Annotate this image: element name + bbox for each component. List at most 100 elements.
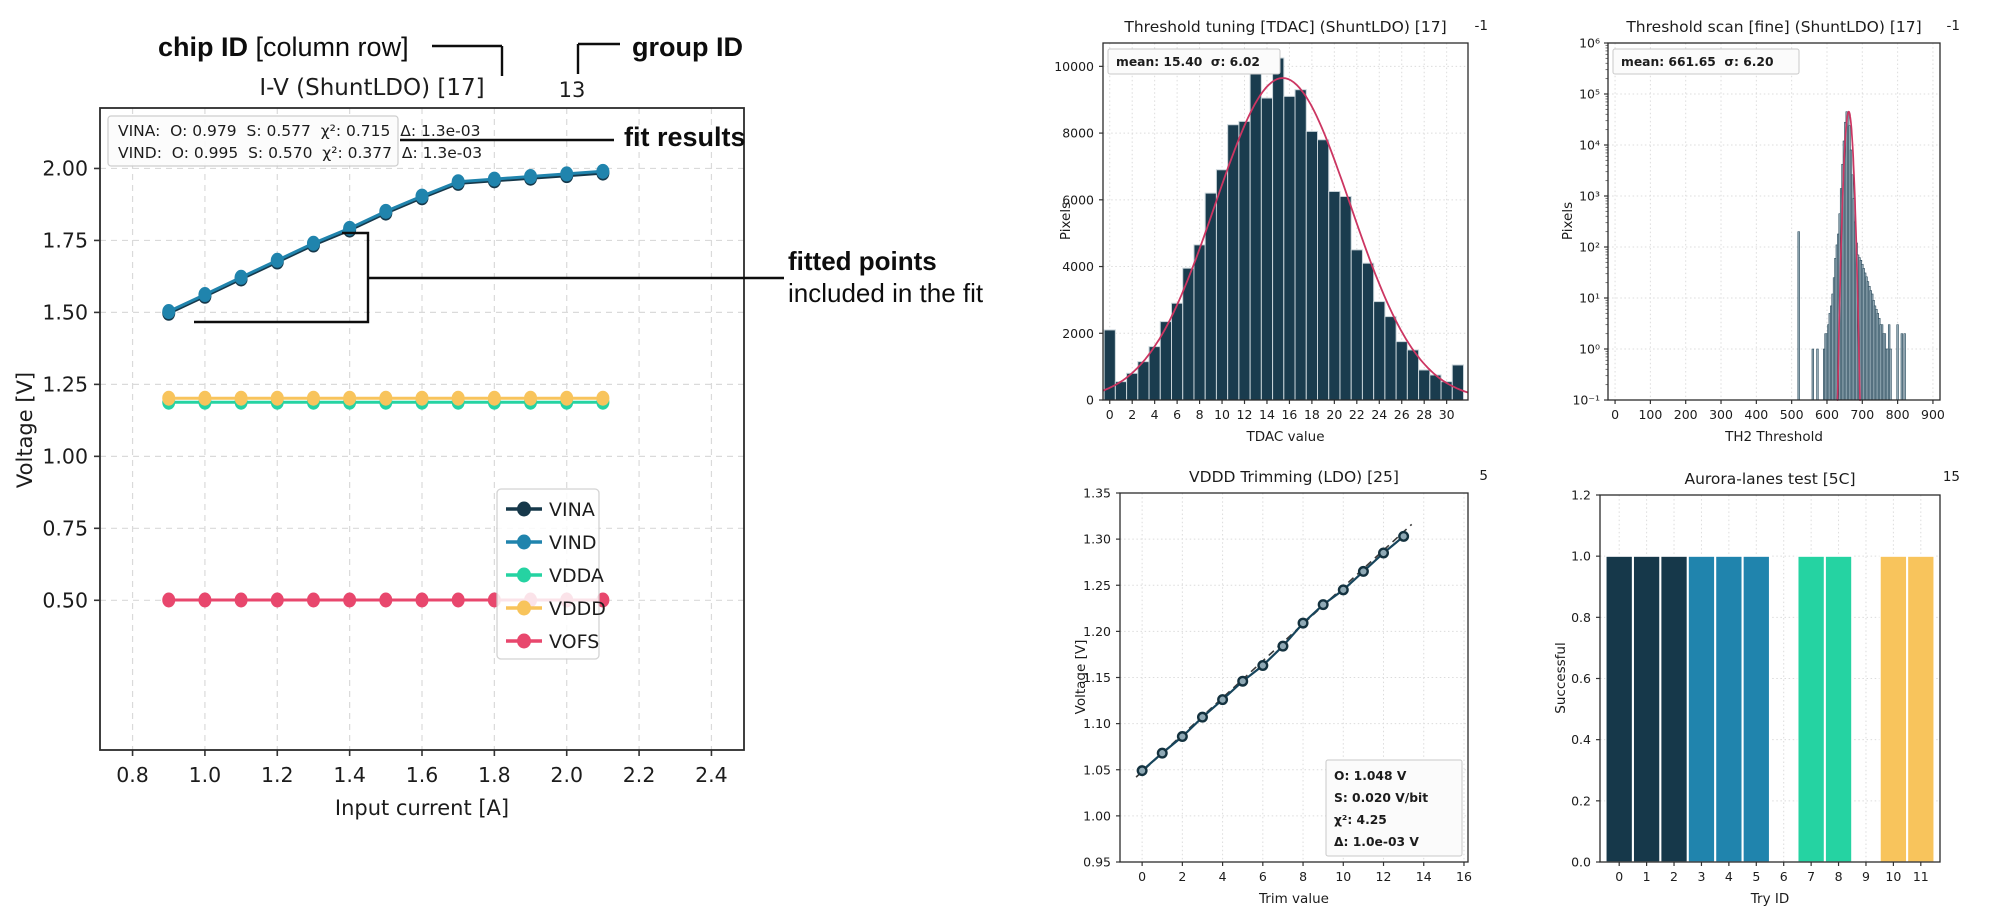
svg-text:VDDD Trimming (LDO) [25]: VDDD Trimming (LDO) [25]: [1189, 468, 1399, 486]
svg-text:Δ: 1.0e-03 V: Δ: 1.0e-03 V: [1334, 835, 1419, 849]
svg-text:-1: -1: [1947, 18, 1960, 34]
svg-text:13: 13: [559, 78, 586, 102]
svg-text:5: 5: [1479, 468, 1488, 484]
svg-text:Voltage [V]: Voltage [V]: [13, 372, 37, 488]
svg-text:1.0: 1.0: [1571, 549, 1591, 564]
svg-text:6000: 6000: [1062, 192, 1094, 207]
svg-text:400: 400: [1744, 407, 1768, 422]
svg-text:I-V (ShuntLDO) [17]: I-V (ShuntLDO) [17]: [259, 75, 484, 101]
svg-text:0.6: 0.6: [1571, 671, 1591, 686]
svg-text:Pixels: Pixels: [1560, 202, 1576, 240]
svg-text:Trim value: Trim value: [1258, 891, 1329, 907]
svg-text:2.00: 2.00: [42, 156, 88, 180]
svg-text:χ²: 4.25: χ²: 4.25: [1334, 813, 1387, 827]
svg-text:Try ID: Try ID: [1750, 891, 1789, 907]
iv-chart: 0.8 1.0 1.2 1.4 1.6 1.8 2.0 2.2 2.4 0.50 0.75 1.00 1…: [13, 75, 745, 820]
svg-text:28: 28: [1416, 407, 1432, 422]
svg-text:24: 24: [1371, 407, 1387, 422]
svg-text:14: 14: [1416, 869, 1432, 884]
svg-text:1.6: 1.6: [406, 763, 439, 787]
svg-text:0.0: 0.0: [1571, 855, 1591, 870]
svg-text:16: 16: [1281, 407, 1297, 422]
svg-text:10¹: 10¹: [1579, 291, 1600, 306]
svg-text:0: 0: [1615, 869, 1623, 884]
svg-text:14: 14: [1259, 407, 1275, 422]
svg-text:10⁻¹: 10⁻¹: [1572, 393, 1600, 408]
svg-text:VIND: O: 0.995 S: 0.570 χ²:: VIND: O: 0.995 S: 0.570 χ²: 0.377 Δ: 1.3…: [118, 144, 482, 162]
svg-text:Pixels: Pixels: [1058, 202, 1074, 240]
svg-text:1.50: 1.50: [42, 300, 88, 324]
svg-text:1.4: 1.4: [333, 763, 366, 787]
svg-text:1.8: 1.8: [478, 763, 511, 787]
svg-text:VOFS: VOFS: [549, 631, 599, 653]
svg-text:TDAC value: TDAC value: [1246, 429, 1325, 445]
svg-text:4000: 4000: [1062, 259, 1094, 274]
svg-text:1.35: 1.35: [1083, 486, 1111, 501]
svg-text:900: 900: [1921, 407, 1945, 422]
svg-text:1.0: 1.0: [189, 763, 222, 787]
svg-text:10⁰: 10⁰: [1579, 342, 1600, 357]
aurora-lanes-chart: 0 1 2 3 4 5 6 7 8 9 10 11 0.0 0.2 0.4 0.6 0.8 1.0 1.2 Auror…: [1553, 469, 1960, 907]
svg-text:15: 15: [1943, 469, 1960, 485]
svg-text:18: 18: [1304, 407, 1320, 422]
svg-text:12: 12: [1376, 869, 1392, 884]
annotation-fitted-points-rest: included in the fit: [788, 278, 984, 308]
svg-text:10: 10: [1335, 869, 1351, 884]
svg-text:Aurora-lanes test [5C]: Aurora-lanes test [5C]: [1684, 470, 1855, 488]
svg-text:4: 4: [1725, 869, 1733, 884]
svg-text:2.2: 2.2: [623, 763, 656, 787]
svg-text:11: 11: [1913, 869, 1929, 884]
svg-text:10⁵: 10⁵: [1579, 87, 1600, 102]
svg-text:S: 0.020 V/bit: S: 0.020 V/bit: [1334, 791, 1428, 805]
svg-text:2: 2: [1670, 869, 1678, 884]
svg-text:10⁶: 10⁶: [1579, 36, 1600, 51]
svg-text:0.2: 0.2: [1571, 793, 1591, 808]
svg-text:4: 4: [1219, 869, 1227, 884]
svg-text:1: 1: [1643, 869, 1651, 884]
svg-text:VINA: VINA: [549, 499, 595, 521]
svg-text:Voltage [V]: Voltage [V]: [1073, 640, 1089, 715]
svg-text:9: 9: [1862, 869, 1870, 884]
iv-legend: VINA VIND VDDA VDDD VOFS: [496, 488, 606, 660]
svg-text:0: 0: [1106, 407, 1114, 422]
svg-text:7: 7: [1807, 869, 1815, 884]
svg-text:1.2: 1.2: [261, 763, 294, 787]
svg-text:Successful: Successful: [1553, 642, 1569, 713]
svg-text:1.15: 1.15: [1083, 670, 1111, 685]
svg-text:2: 2: [1128, 407, 1136, 422]
svg-text:20: 20: [1326, 407, 1342, 422]
svg-text:Threshold scan [fine] (ShuntLD: Threshold scan [fine] (ShuntLDO) [17]: [1625, 18, 1921, 36]
svg-text:0: 0: [1611, 407, 1619, 422]
svg-text:1.05: 1.05: [1083, 762, 1111, 777]
svg-text:8: 8: [1299, 869, 1307, 884]
svg-text:2000: 2000: [1062, 326, 1094, 341]
svg-text:Input current [A]: Input current [A]: [335, 796, 509, 820]
svg-text:0.8: 0.8: [116, 763, 149, 787]
svg-text:6: 6: [1173, 407, 1181, 422]
svg-text:0.75: 0.75: [42, 516, 88, 540]
svg-text:700: 700: [1850, 407, 1874, 422]
svg-text:600: 600: [1815, 407, 1839, 422]
svg-text:10: 10: [1214, 407, 1230, 422]
svg-text:4: 4: [1151, 407, 1159, 422]
svg-text:0.50: 0.50: [42, 588, 88, 612]
svg-text:O: 1.048 V: O: 1.048 V: [1334, 769, 1407, 783]
svg-text:VDDD: VDDD: [549, 598, 606, 620]
svg-text:8: 8: [1835, 869, 1843, 884]
svg-text:5: 5: [1752, 869, 1760, 884]
vddd-trimming-chart: 0 2 4 6 8 10 12 14 16 0.95 1.00 1.05 1.10 1.15 1.20 1.2…: [1073, 468, 1488, 907]
svg-text:10²: 10²: [1579, 240, 1600, 255]
svg-text:500: 500: [1780, 407, 1804, 422]
svg-text:0: 0: [1138, 869, 1146, 884]
svg-text:-1: -1: [1475, 18, 1488, 34]
svg-text:16: 16: [1456, 869, 1472, 884]
annotation-fitted-points: fitted points included in the fit: [788, 245, 983, 309]
annotation-group-id: group ID: [632, 32, 743, 62]
svg-text:22: 22: [1349, 407, 1365, 422]
svg-text:1.25: 1.25: [1083, 578, 1111, 593]
svg-text:2.0: 2.0: [550, 763, 583, 787]
svg-text:200: 200: [1674, 407, 1698, 422]
svg-text:1.30: 1.30: [1083, 532, 1111, 547]
